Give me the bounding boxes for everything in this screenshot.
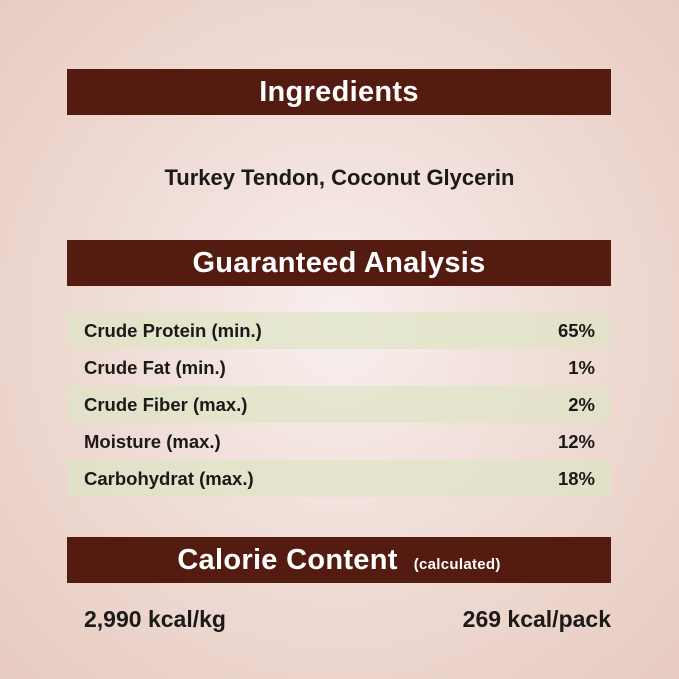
row-label: Crude Fiber (max.) [84,393,248,415]
row-value: 1% [568,356,595,378]
calorie-header: Calorie Content (calculated) [67,537,611,583]
table-row: Crude Fiber (max.) 2% [67,386,611,423]
row-value: 2% [568,393,595,415]
analysis-table: Crude Protein (min.) 65% Crude Fat (min.)… [67,312,611,497]
table-row: Crude Protein (min.) 65% [67,312,611,349]
kcal-per-kg: 2,990 kcal/kg [84,606,226,632]
ingredients-header: Ingredients [67,69,611,115]
row-label: Crude Protein (min.) [84,319,262,341]
table-row: Carbohydrat (max.) 18% [67,460,611,497]
row-value: 12% [557,430,595,452]
ingredients-text: Turkey Tendon, Coconut Glycerin [164,165,515,190]
analysis-heading: Guaranteed Analysis [192,246,486,279]
row-label: Carbohydrat (max.) [84,467,254,489]
row-label: Crude Fat (min.) [84,356,226,378]
kcal-per-pack: 269 kcal/pack [462,606,611,632]
calorie-heading: Calorie Content [177,543,398,576]
table-row: Moisture (max.) 12% [67,423,611,460]
row-value: 18% [557,467,595,489]
ingredients-heading: Ingredients [259,75,419,108]
table-row: Crude Fat (min.) 1% [67,349,611,386]
row-label: Moisture (max.) [84,430,221,452]
analysis-header: Guaranteed Analysis [67,240,611,286]
calorie-note: (calculated) [413,555,501,573]
row-value: 65% [557,319,595,341]
